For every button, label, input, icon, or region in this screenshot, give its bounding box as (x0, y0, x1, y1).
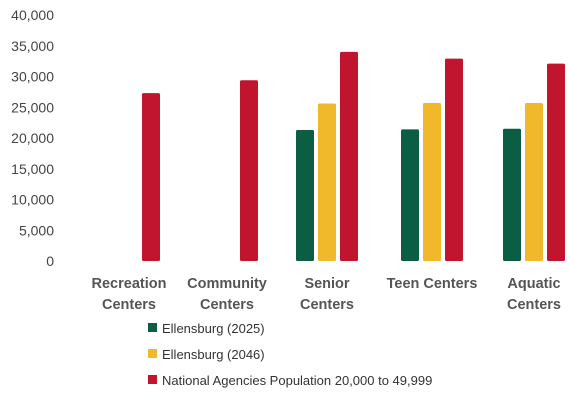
bar-series-1-cat-3 (423, 102, 441, 261)
y-tick-label: 15,000 (11, 161, 54, 177)
y-tick-label: 30,000 (11, 69, 54, 85)
category-label: Recreation (92, 276, 167, 292)
bar-series-1-cat-2 (318, 103, 336, 261)
y-tick-label: 25,000 (11, 99, 54, 115)
category-labels: Recreation Centers Community Centers Senior C… (92, 276, 561, 313)
legend-swatch (148, 349, 157, 358)
y-tick-label: 10,000 (11, 192, 54, 208)
y-axis-ticks: 0 5,000 10,000 15,000 20,000 25,000 30,000 35,0… (11, 7, 54, 269)
bar-series-0-cat-3 (401, 129, 419, 261)
category-label: Centers (300, 297, 354, 313)
category-label: Aquatic (507, 276, 560, 292)
category-label: Centers (200, 297, 254, 313)
legend-label: Ellensburg (2046) (162, 347, 265, 362)
bar-series-0-cat-4 (503, 128, 521, 261)
legend: Ellensburg (2025) Ellensburg (2046) Nation… (148, 321, 432, 388)
category-label: Senior (304, 276, 349, 292)
bar-series-2-cat-1 (240, 80, 258, 261)
y-tick-label: 0 (46, 253, 54, 269)
y-tick-label: 35,000 (11, 38, 54, 54)
bars (142, 51, 565, 262)
bar-series-0-cat-2 (296, 130, 314, 261)
category-label: Teen Centers (387, 276, 478, 292)
category-label: Centers (102, 297, 156, 313)
category-label: Centers (507, 297, 561, 313)
legend-swatch (148, 375, 157, 384)
legend-swatch (148, 323, 157, 332)
bar-series-2-cat-3 (445, 58, 463, 261)
bar-series-1-cat-4 (525, 102, 543, 261)
legend-label: National Agencies Population 20,000 to 4… (162, 373, 432, 388)
bar-series-2-cat-4 (547, 63, 565, 262)
legend-label: Ellensburg (2025) (162, 321, 265, 336)
y-tick-label: 40,000 (11, 7, 54, 23)
y-tick-label: 20,000 (11, 130, 54, 146)
category-label: Community (187, 276, 267, 292)
bar-series-2-cat-0 (142, 93, 160, 261)
bar-series-2-cat-2 (340, 51, 358, 262)
y-tick-label: 5,000 (19, 222, 54, 238)
